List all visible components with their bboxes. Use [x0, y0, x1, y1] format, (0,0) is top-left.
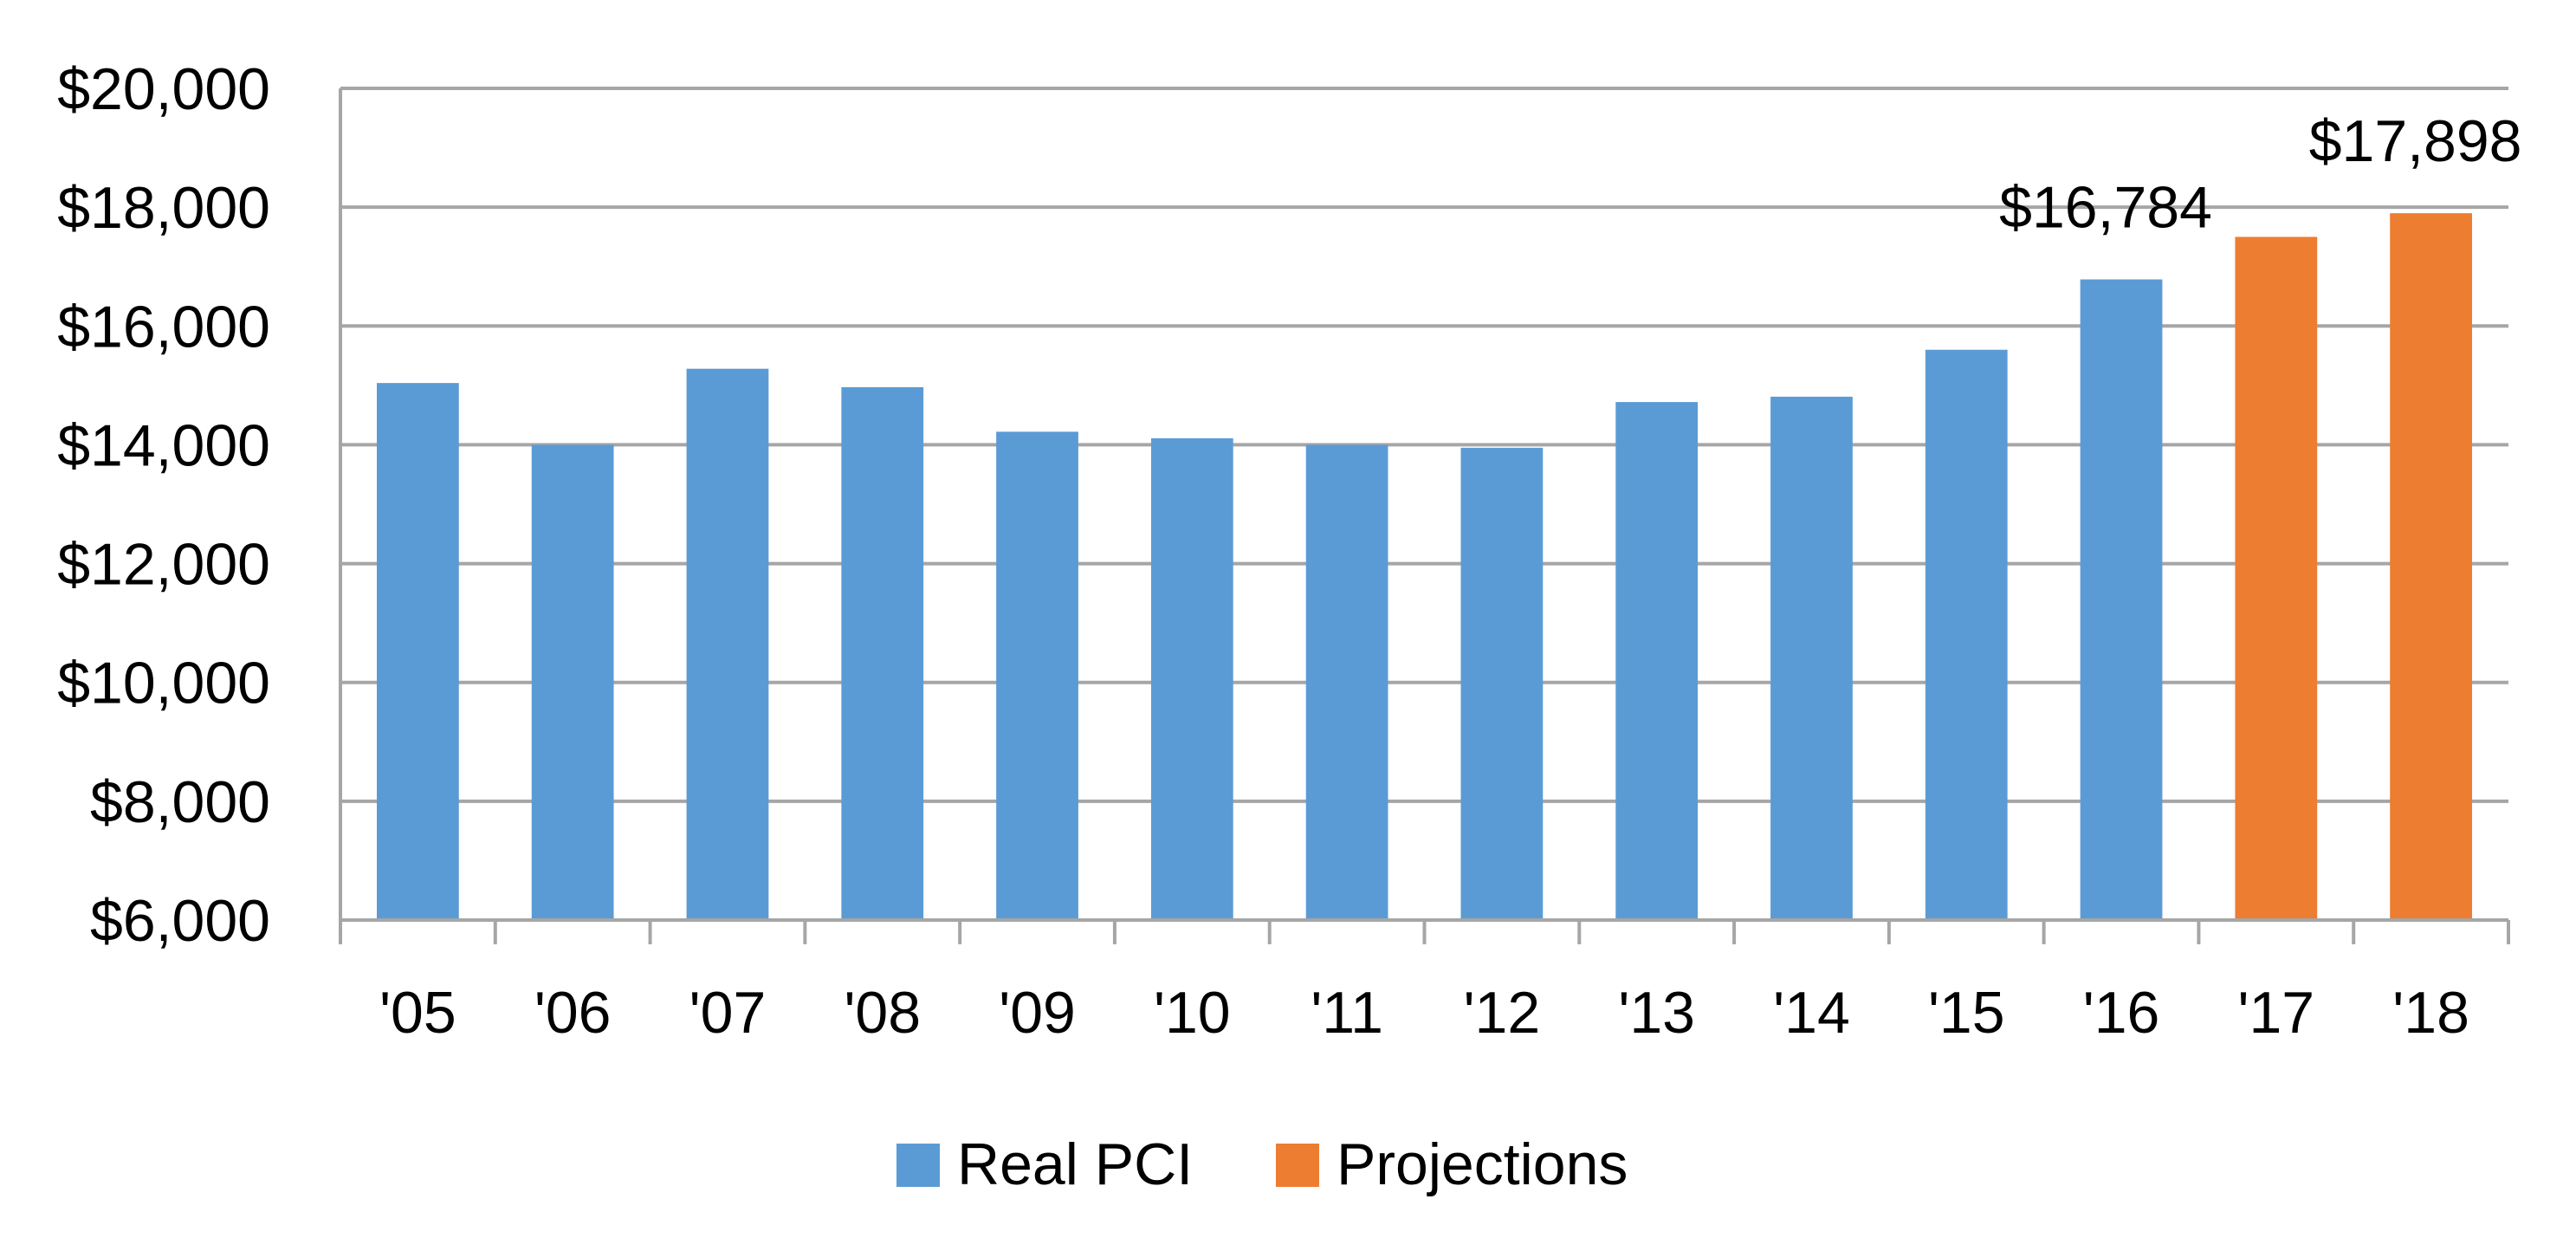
x-tick-label: '11 — [1311, 980, 1383, 1046]
x-tick-label: '18 — [2392, 980, 2469, 1046]
y-tick-label: $16,000 — [57, 294, 270, 360]
bar-real-pci — [1925, 349, 2008, 920]
bar-projections — [2390, 213, 2472, 920]
y-tick-label: $20,000 — [57, 56, 270, 122]
x-tick-label: '16 — [2083, 980, 2160, 1046]
x-axis — [339, 88, 2510, 944]
x-tick-label: '14 — [1773, 980, 1850, 1046]
legend-label: Projections — [1337, 1131, 1628, 1197]
data-label: $17,898 — [2309, 108, 2522, 174]
bar-real-pci — [531, 444, 614, 920]
legend-swatch — [896, 1144, 940, 1187]
y-tick-label: $14,000 — [57, 412, 270, 478]
bar-real-pci — [996, 431, 1078, 920]
x-tick-label: '08 — [844, 980, 921, 1046]
x-tick-label: '05 — [379, 980, 456, 1046]
y-tick-label: $6,000 — [90, 888, 270, 954]
bar-real-pci — [1460, 447, 1544, 920]
bar-real-pci — [2080, 279, 2163, 920]
x-tick-label: '15 — [1928, 980, 2005, 1046]
bar-real-pci — [841, 386, 924, 920]
bar-real-pci — [377, 383, 459, 921]
x-tick-label: '17 — [2238, 980, 2315, 1046]
x-tick-label: '10 — [1154, 980, 1231, 1046]
y-axis-tick-labels: $6,000 $8,000 $10,000 $12,000 $14,000 $16,000… — [57, 56, 270, 954]
bar-real-pci — [1615, 402, 1699, 920]
x-axis-tick-labels: '05 '06 '07 '08 '09 '10 '11 '12 '13 '14 '15 '16 '17 '… — [379, 980, 2469, 1046]
legend: Real PCI Projections — [896, 1131, 1628, 1197]
x-tick-label: '06 — [534, 980, 612, 1046]
bars — [377, 213, 2472, 921]
legend-swatch — [1276, 1144, 1319, 1187]
x-tick-label: '07 — [689, 980, 767, 1046]
y-tick-label: $18,000 — [57, 175, 270, 241]
data-labels: $16,784 $17,898 — [1999, 108, 2521, 240]
x-tick-label: '12 — [1464, 980, 1541, 1046]
y-tick-label: $8,000 — [90, 769, 270, 835]
bar-projections — [2235, 237, 2318, 920]
data-label: $16,784 — [1999, 175, 2212, 241]
bar-real-pci — [1305, 444, 1388, 920]
bar-real-pci — [686, 368, 769, 921]
legend-label: Real PCI — [957, 1131, 1193, 1197]
bar-real-pci — [1150, 438, 1233, 920]
x-tick-label: '09 — [999, 980, 1076, 1046]
bar-real-pci — [1770, 396, 1853, 920]
y-tick-label: $12,000 — [57, 532, 270, 598]
y-tick-label: $10,000 — [57, 651, 270, 716]
x-tick-label: '13 — [1618, 980, 1695, 1046]
